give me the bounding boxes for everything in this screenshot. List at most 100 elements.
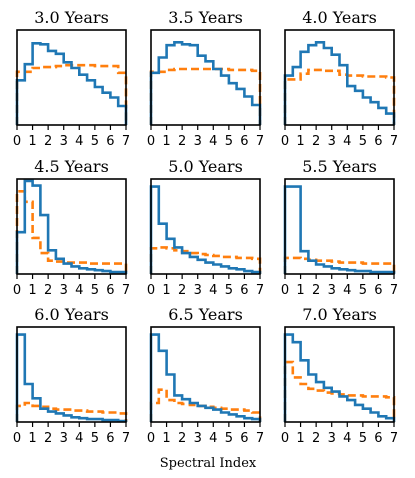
panel-title: 6.0 Years: [34, 305, 109, 324]
x-tick-label: 5: [225, 283, 233, 298]
solid-series-histogram: [17, 335, 126, 422]
x-tick-label: 3: [60, 431, 68, 446]
x-tick-label: 2: [44, 431, 52, 446]
x-tick-label: 7: [122, 431, 130, 446]
x-tick-label: 3: [328, 283, 336, 298]
x-tick-label: 6: [374, 283, 382, 298]
x-tick-label: 4: [209, 283, 217, 298]
panel-4: 4.5 Years 0 1 2 3 4 5 6 7: [13, 157, 130, 298]
x-tick-label: 0: [13, 134, 21, 149]
x-tick-label: 5: [91, 283, 99, 298]
panel-title: 3.0 Years: [34, 8, 109, 27]
x-tick-label: 2: [178, 283, 186, 298]
panel-title: 5.5 Years: [302, 157, 377, 176]
x-tick-label: 7: [390, 134, 398, 149]
x-tick-label: 3: [194, 134, 202, 149]
x-tick-label: 7: [390, 283, 398, 298]
x-tick-label: 2: [44, 134, 52, 149]
x-axis-label: Spectral Index: [160, 456, 257, 471]
x-tick-label: 3: [328, 134, 336, 149]
x-tick-label: 1: [296, 134, 304, 149]
panel-5: 5.0 Years 0 1 2 3 4 5 6 7: [147, 157, 264, 298]
x-tick-label: 2: [312, 431, 320, 446]
x-tick-label: 4: [75, 283, 83, 298]
x-tick-label: 6: [240, 134, 248, 149]
x-tick-label: 6: [106, 431, 114, 446]
x-tick-label: 3: [60, 134, 68, 149]
x-tick-label: 1: [162, 134, 170, 149]
x-tick-label: 3: [328, 431, 336, 446]
x-tick-label: 2: [178, 431, 186, 446]
x-tick-label: 6: [240, 431, 248, 446]
x-tick-label: 5: [359, 431, 367, 446]
x-tick-label: 2: [312, 134, 320, 149]
x-tick-label: 0: [147, 134, 155, 149]
dashed-series-histogram: [17, 191, 126, 274]
panel-frame: [17, 327, 126, 422]
panel-2: 3.5 Years 0 1 2 3 4 5 6 7: [147, 8, 264, 149]
dashed-series-histogram: [285, 70, 394, 125]
x-tick-label: 0: [147, 283, 155, 298]
x-tick-label: 4: [343, 134, 351, 149]
x-tick-label: 6: [106, 134, 114, 149]
solid-series-histogram: [285, 42, 394, 125]
x-tick-label: 4: [343, 431, 351, 446]
x-tick-label: 1: [162, 431, 170, 446]
x-tick-label: 4: [209, 431, 217, 446]
x-tick-label: 5: [359, 134, 367, 149]
x-tick-label: 1: [28, 134, 36, 149]
x-tick-label: 5: [359, 283, 367, 298]
x-tick-label: 0: [281, 134, 289, 149]
x-tick-label: 0: [13, 283, 21, 298]
x-tick-label: 2: [312, 283, 320, 298]
panel-title: 4.5 Years: [34, 157, 109, 176]
x-tick-label: 3: [194, 431, 202, 446]
panel-title: 3.5 Years: [168, 8, 243, 27]
panel-1: 3.0 Years 0 1 2 3 4 5 6 7: [13, 8, 130, 149]
x-tick-label: 5: [91, 134, 99, 149]
solid-series-histogram: [17, 43, 126, 125]
x-tick-label: 7: [122, 283, 130, 298]
panel-title: 5.0 Years: [168, 157, 243, 176]
x-tick-label: 1: [28, 431, 36, 446]
panel-7: 6.0 Years 0 1 2 3 4 5 6 7: [13, 305, 130, 446]
panel-8: 6.5 Years 0 1 2 3 4 5 6 7: [147, 305, 264, 446]
panel-title: 6.5 Years: [168, 305, 243, 324]
x-tick-label: 5: [91, 431, 99, 446]
x-tick-label: 7: [390, 431, 398, 446]
x-tick-label: 4: [343, 283, 351, 298]
x-tick-label: 3: [194, 283, 202, 298]
x-tick-label: 6: [374, 134, 382, 149]
x-tick-label: 1: [296, 431, 304, 446]
x-tick-label: 6: [106, 283, 114, 298]
x-tick-label: 7: [256, 134, 264, 149]
panel-6: 5.5 Years 0 1 2 3 4 5 6 7: [281, 157, 398, 298]
panel-9: 7.0 Years 0 1 2 3 4 5 6 7: [281, 305, 398, 446]
panel-title: 4.0 Years: [302, 8, 377, 27]
x-tick-label: 5: [225, 134, 233, 149]
x-tick-label: 7: [256, 283, 264, 298]
x-tick-label: 0: [13, 431, 21, 446]
x-tick-label: 0: [147, 431, 155, 446]
x-tick-label: 2: [44, 283, 52, 298]
x-tick-label: 7: [122, 134, 130, 149]
x-tick-label: 7: [256, 431, 264, 446]
x-tick-label: 0: [281, 283, 289, 298]
panel-title: 7.0 Years: [302, 305, 377, 324]
x-tick-label: 0: [281, 431, 289, 446]
x-tick-label: 6: [240, 283, 248, 298]
x-tick-label: 1: [28, 283, 36, 298]
x-tick-label: 4: [75, 134, 83, 149]
x-tick-label: 4: [75, 431, 83, 446]
x-tick-label: 4: [209, 134, 217, 149]
x-tick-label: 3: [60, 283, 68, 298]
solid-series-histogram: [151, 42, 260, 125]
x-tick-label: 2: [178, 134, 186, 149]
x-tick-label: 5: [225, 431, 233, 446]
x-tick-label: 1: [296, 283, 304, 298]
x-tick-label: 6: [374, 431, 382, 446]
solid-series-histogram: [151, 187, 260, 274]
panel-3: 4.0 Years 0 1 2 3 4 5 6 7: [281, 8, 398, 149]
x-tick-label: 1: [162, 283, 170, 298]
